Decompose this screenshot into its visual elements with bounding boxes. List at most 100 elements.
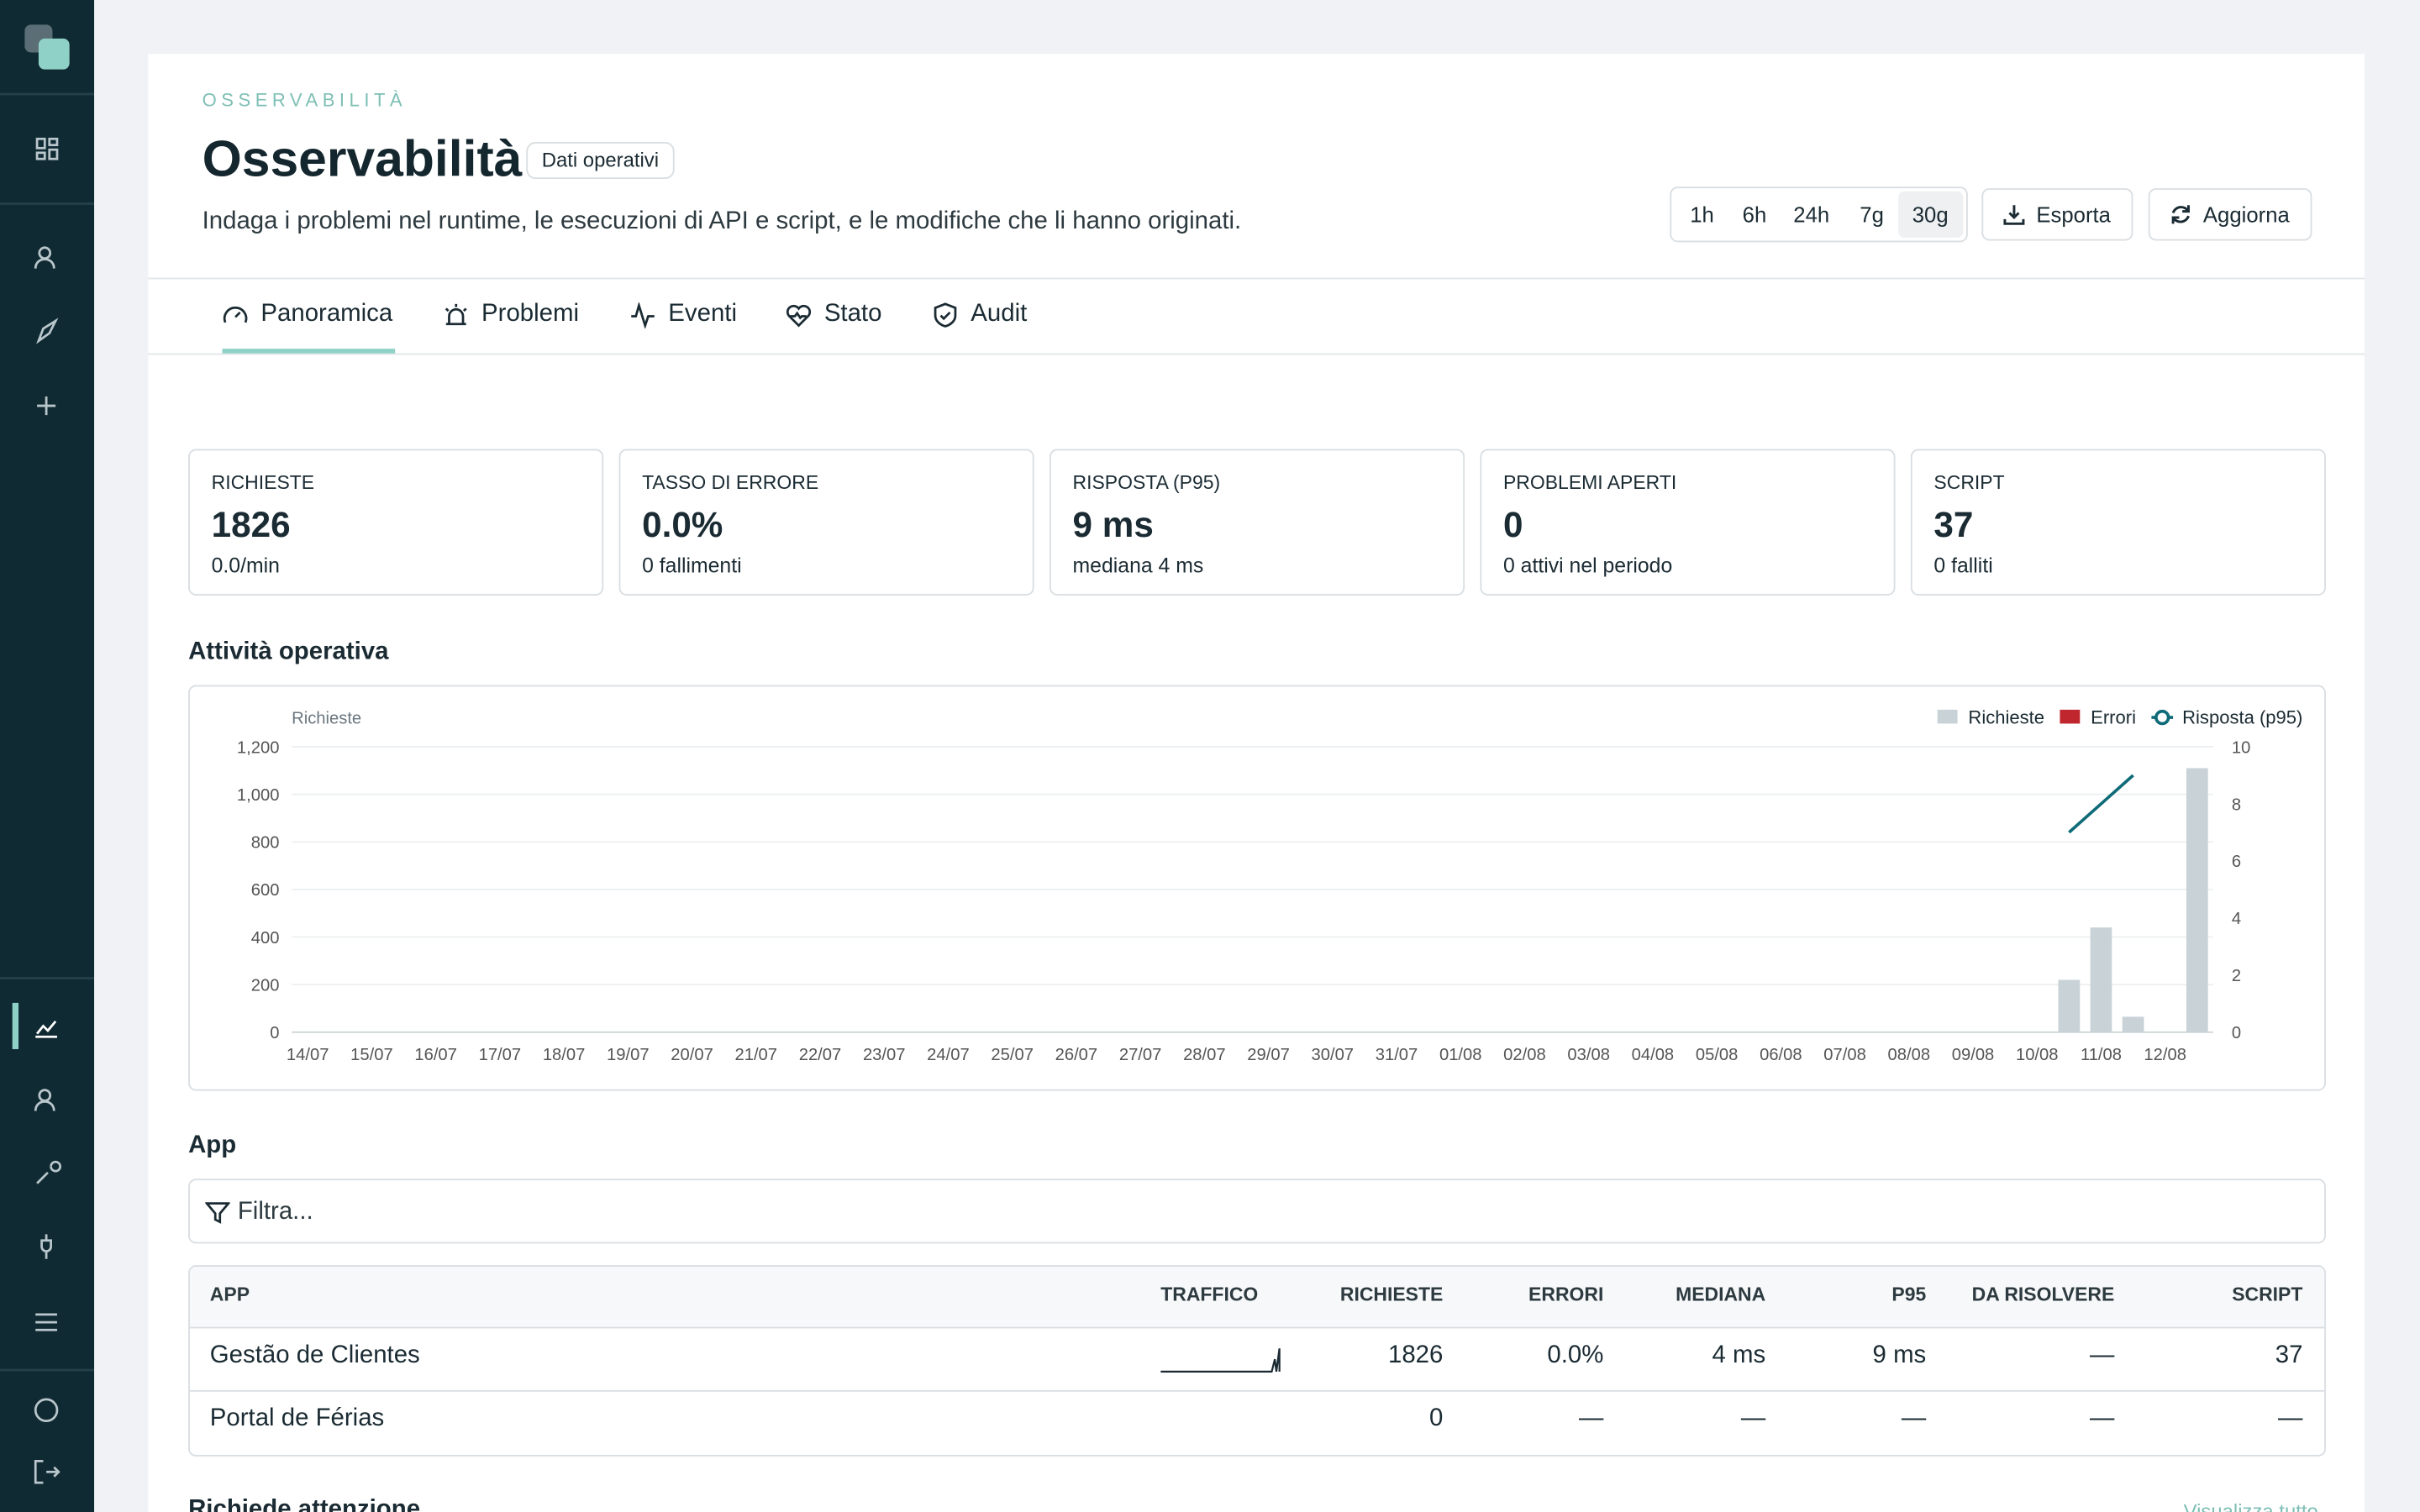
nav-language[interactable] <box>34 1398 59 1423</box>
column-header: MEDIANA <box>1676 1284 1766 1305</box>
nav-observability[interactable] <box>35 1021 57 1038</box>
column-header: TRAFFICO <box>1160 1284 1259 1305</box>
kpi-label: PROBLEMI APERTI <box>1502 472 1677 494</box>
eyebrow: OSSERVABILITÀ <box>202 89 408 112</box>
view-all-link[interactable]: Visualizza tutto <box>2183 1499 2318 1512</box>
filter-placeholder: Filtra... <box>237 1199 313 1226</box>
kpi-card: SCRIPT 37 0 falliti <box>1910 449 2326 596</box>
x-tick-label: 30/07 <box>1312 1046 1355 1064</box>
chart-card: Richieste 0 200 400 600 800 1,000 1,200 0 2 4 6 8 10 1… <box>188 685 2326 1091</box>
divider <box>148 277 2365 280</box>
nav-logout[interactable] <box>34 1460 60 1484</box>
kpi-value: 37 <box>1933 504 1974 545</box>
y-tick-label: 0 <box>270 1024 279 1042</box>
x-tick-label: 16/07 <box>414 1046 457 1064</box>
x-tick-label: 31/07 <box>1376 1046 1418 1064</box>
export-button[interactable]: Esporta <box>1981 188 2133 241</box>
x-tick-label: 24/07 <box>927 1046 970 1064</box>
tab-icon <box>786 303 812 327</box>
x-tick-label: 22/07 <box>799 1046 842 1064</box>
nav-users[interactable] <box>34 246 55 269</box>
range-selected <box>1898 191 1964 238</box>
x-tick-label: 27/07 <box>1119 1046 1162 1064</box>
x-tick-label: 07/08 <box>1823 1046 1866 1064</box>
tab[interactable]: Panoramica <box>222 301 392 328</box>
x-tick-label: 25/07 <box>991 1046 1034 1064</box>
x-tick-label: 26/07 <box>1055 1046 1098 1064</box>
range-button[interactable]: 7g <box>1860 202 1884 228</box>
x-tick-label: 06/08 <box>1760 1046 1802 1064</box>
x-tick-label: 29/07 <box>1247 1046 1290 1064</box>
apps-table <box>188 1265 2326 1457</box>
table-header <box>189 1266 2325 1329</box>
y-tick-label: 600 <box>251 881 280 900</box>
column-header: SCRIPT <box>2232 1284 2303 1305</box>
tab[interactable]: Stato <box>786 301 881 328</box>
y2-tick-label: 4 <box>2232 910 2241 928</box>
kpi-value: 0 <box>1502 504 1523 545</box>
tab-indicator <box>222 349 396 354</box>
tab-icon <box>223 306 248 323</box>
nav-add[interactable] <box>37 396 56 416</box>
tab[interactable]: Eventi <box>629 301 737 328</box>
section-title: Attività operativa <box>188 638 389 665</box>
filter-input[interactable]: Filtra... <box>188 1179 2326 1244</box>
tab[interactable]: Audit <box>932 301 1027 328</box>
cell: — <box>1740 1405 1766 1432</box>
legend-swatch <box>1937 709 1958 724</box>
range-group: 1h 6h 24h 7g 30g <box>1670 186 1968 243</box>
nav-keys[interactable] <box>36 1160 61 1184</box>
sidebar-icons <box>0 24 95 1484</box>
kpi-card: TASSO DI ERRORE 0.0% 0 fallimenti <box>618 449 1034 596</box>
y-axis-title: Richieste <box>292 709 361 727</box>
column-header: RICHIESTE <box>1339 1284 1444 1305</box>
legend-label: Richieste <box>1968 706 2044 727</box>
x-tick-label: 23/07 <box>863 1046 906 1064</box>
nav-plugins[interactable] <box>40 1234 52 1259</box>
row-divider <box>189 1389 2325 1392</box>
cell: — <box>2089 1341 2115 1369</box>
legend-swatch <box>2154 709 2170 726</box>
kpi-value: 1826 <box>211 504 291 545</box>
kpi-sub: mediana 4 ms <box>1072 554 1204 577</box>
tab-label: Audit <box>971 301 1028 328</box>
kpi-label: RICHIESTE <box>211 472 315 494</box>
app-name[interactable]: Portal de Férias <box>209 1405 385 1432</box>
cell: 9 ms <box>1872 1341 1927 1369</box>
range-button[interactable]: 6h <box>1742 202 1767 228</box>
badge: Dati operativi <box>526 141 675 180</box>
tab[interactable]: Problemi <box>443 301 579 328</box>
kpi-card: RISPOSTA (P95) 9 ms mediana 4 ms <box>1049 449 1465 596</box>
column-header: APP <box>209 1284 250 1305</box>
bar <box>2122 1016 2144 1032</box>
range-button[interactable]: 24h <box>1793 202 1830 228</box>
divider <box>148 353 2365 355</box>
export-label: Esporta <box>2036 202 2111 228</box>
nav-team[interactable] <box>34 1089 55 1111</box>
app-name[interactable]: Gestão de Clientes <box>209 1341 420 1369</box>
x-tick-label: 01/08 <box>1439 1046 1482 1064</box>
x-tick-label: 14/07 <box>287 1046 329 1064</box>
refresh-button[interactable]: Aggiorna <box>2148 188 2312 241</box>
bar <box>2090 927 2112 1032</box>
nav-deploy[interactable] <box>36 318 59 344</box>
nav-dashboard[interactable] <box>35 137 59 160</box>
x-tick-label: 11/08 <box>2081 1046 2122 1064</box>
section-title: App <box>188 1132 237 1159</box>
x-tick-label: 20/07 <box>671 1046 713 1064</box>
kpi-card: PROBLEMI APERTI 0 0 attivi nel periodo <box>1480 449 1896 596</box>
y2-tick-label: 8 <box>2232 795 2241 814</box>
kpi-sub: 0 fallimenti <box>642 554 742 577</box>
tab-label: Panoramica <box>260 301 393 328</box>
range-button[interactable]: 1h <box>1690 202 1714 228</box>
page-title: Osservabilità <box>202 129 523 187</box>
bar <box>2186 768 2208 1032</box>
refresh-icon <box>2172 205 2191 224</box>
nav-settings[interactable] <box>35 1313 57 1331</box>
x-tick-label: 09/08 <box>1952 1046 1995 1064</box>
y-tick-label: 800 <box>251 834 280 853</box>
range-button[interactable]: 30g <box>1912 202 1949 228</box>
legend-swatch <box>2060 709 2081 724</box>
x-tick-label: 03/08 <box>1567 1046 1610 1064</box>
cell: — <box>1901 1405 1927 1432</box>
